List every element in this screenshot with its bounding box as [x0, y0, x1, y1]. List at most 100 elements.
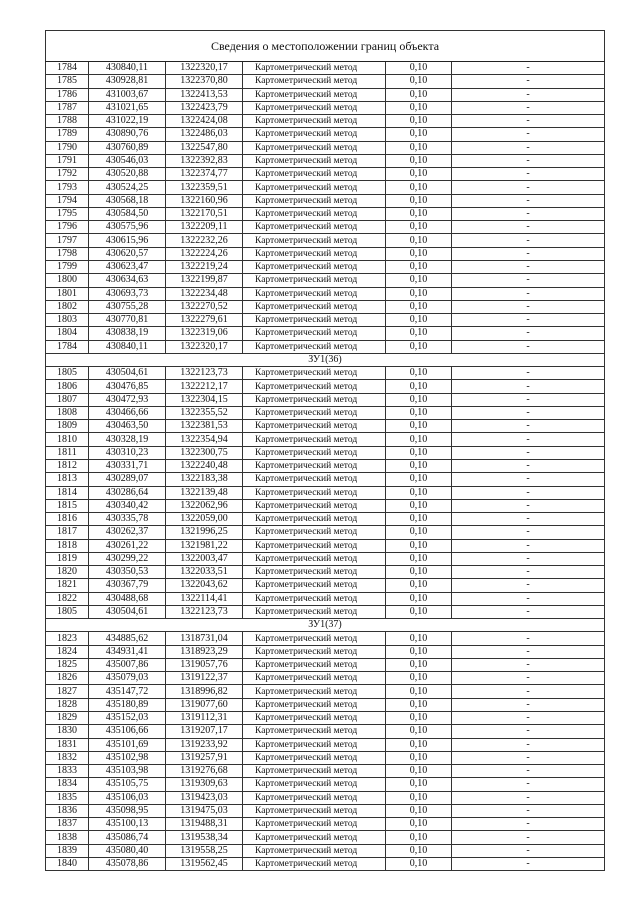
coordinate-y: 1319475,03 [165, 803, 243, 819]
note: - [451, 750, 605, 766]
coordinate-x: 430289,07 [88, 472, 166, 487]
coordinate-x: 430620,57 [88, 246, 166, 261]
coordinate-x: 435103,98 [88, 764, 166, 779]
coordinate-y: 1322003,47 [165, 551, 243, 567]
point-number: 1804 [45, 326, 89, 341]
point-number: 1799 [45, 259, 89, 275]
note: - [451, 259, 605, 275]
method: Картометрический метод [242, 326, 386, 341]
table-row: 1784 430840,11 1322320,17 Картометрический … [45, 60, 605, 76]
coordinate-y: 1322209,11 [165, 220, 243, 235]
point-number: 1796 [45, 220, 89, 235]
method: Картометрический метод [242, 565, 386, 580]
note: - [451, 485, 605, 500]
section-label: ЗУ1(37) [45, 618, 605, 633]
point-number: 1820 [45, 565, 89, 580]
point-number: 1803 [45, 313, 89, 328]
method: Картометрический метод [242, 100, 386, 116]
method: Картометрический метод [242, 286, 386, 301]
coordinate-x: 430524,25 [88, 180, 166, 195]
table-row: 1828 435180,89 1319077,60 Картометрический … [45, 697, 605, 713]
note: - [451, 326, 605, 341]
point-number: 1828 [45, 697, 89, 713]
coordinate-x: 430928,81 [88, 74, 166, 89]
note: - [451, 644, 605, 659]
coordinate-y: 1322240,48 [165, 458, 243, 474]
point-number: 1807 [45, 392, 89, 407]
method: Картометрический метод [242, 299, 386, 315]
table-row: 1840 435078,86 1319562,45 Картометрический … [45, 856, 605, 872]
coordinate-x: 430568,18 [88, 193, 166, 208]
coordinate-x: 430840,11 [88, 339, 166, 354]
coordinate-y: 1322354,94 [165, 432, 243, 447]
boundary-coordinates-table: Сведения о местоположении границ объекта… [45, 30, 605, 872]
coordinate-x: 430623,47 [88, 259, 166, 275]
table-row: 1785 430928,81 1322370,80 Картометрический … [45, 74, 605, 89]
point-number: 1785 [45, 74, 89, 89]
accuracy: 0,10 [385, 817, 452, 832]
method: Картометрический метод [242, 671, 386, 686]
note: - [451, 472, 605, 487]
method: Картометрический метод [242, 419, 386, 434]
point-number: 1786 [45, 87, 89, 102]
note: - [451, 74, 605, 89]
accuracy: 0,10 [385, 259, 452, 275]
point-number: 1829 [45, 711, 89, 726]
table-row: 1792 430520,88 1322374,77 Картометрический … [45, 167, 605, 182]
accuracy: 0,10 [385, 392, 452, 407]
coordinate-y: 1322374,77 [165, 167, 243, 182]
accuracy: 0,10 [385, 485, 452, 500]
table-row: 1797 430615,96 1322232,26 Картометрический … [45, 233, 605, 248]
coordinate-y: 1318923,29 [165, 644, 243, 659]
coordinate-x: 435080,40 [88, 843, 166, 858]
note: - [451, 737, 605, 752]
coordinate-x: 431022,19 [88, 114, 166, 129]
point-number: 1818 [45, 538, 89, 553]
coordinate-y: 1322062,96 [165, 498, 243, 514]
accuracy: 0,10 [385, 565, 452, 580]
coordinate-y: 1322381,53 [165, 419, 243, 434]
coordinate-x: 434931,41 [88, 644, 166, 659]
note: - [451, 153, 605, 169]
point-number: 1839 [45, 843, 89, 858]
method: Картометрический метод [242, 657, 386, 673]
point-number: 1788 [45, 114, 89, 129]
accuracy: 0,10 [385, 764, 452, 779]
accuracy: 0,10 [385, 220, 452, 235]
point-number: 1798 [45, 246, 89, 261]
coordinate-x: 430890,76 [88, 127, 166, 142]
coordinate-x: 435105,75 [88, 777, 166, 792]
note: - [451, 724, 605, 739]
method: Картометрический метод [242, 472, 386, 487]
table-row: 1811 430310,23 1322300,75 Картометрический … [45, 445, 605, 460]
table-row: 1791 430546,03 1322392,83 Картометрический … [45, 153, 605, 169]
coordinate-y: 1322232,26 [165, 233, 243, 248]
note: - [451, 525, 605, 540]
point-number: 1795 [45, 206, 89, 222]
table-row: 1837 435100,13 1319488,31 Картометрический … [45, 817, 605, 832]
method: Картометрический метод [242, 803, 386, 819]
point-number: 1794 [45, 193, 89, 208]
table-row: 1816 430335,78 1322059,00 Картометрический … [45, 512, 605, 527]
note: - [451, 180, 605, 195]
coordinate-x: 430340,42 [88, 498, 166, 514]
coordinate-y: 1319309,63 [165, 777, 243, 792]
accuracy: 0,10 [385, 671, 452, 686]
accuracy: 0,10 [385, 273, 452, 288]
point-number: 1825 [45, 657, 89, 673]
method: Картометрический метод [242, 74, 386, 89]
coordinate-x: 430466,66 [88, 405, 166, 421]
coordinate-y: 1322139,48 [165, 485, 243, 500]
point-number: 1793 [45, 180, 89, 195]
coordinate-y: 1322183,38 [165, 472, 243, 487]
table-row: 1826 435079,03 1319122,37 Картометрический … [45, 671, 605, 686]
coordinate-y: 1322355,52 [165, 405, 243, 421]
method: Картометрический метод [242, 604, 386, 620]
coordinate-y: 1322033,51 [165, 565, 243, 580]
point-number: 1813 [45, 472, 89, 487]
point-number: 1800 [45, 273, 89, 288]
accuracy: 0,10 [385, 604, 452, 620]
table-row: 1815 430340,42 1322062,96 Картометрический … [45, 498, 605, 514]
point-number: 1808 [45, 405, 89, 421]
accuracy: 0,10 [385, 246, 452, 261]
